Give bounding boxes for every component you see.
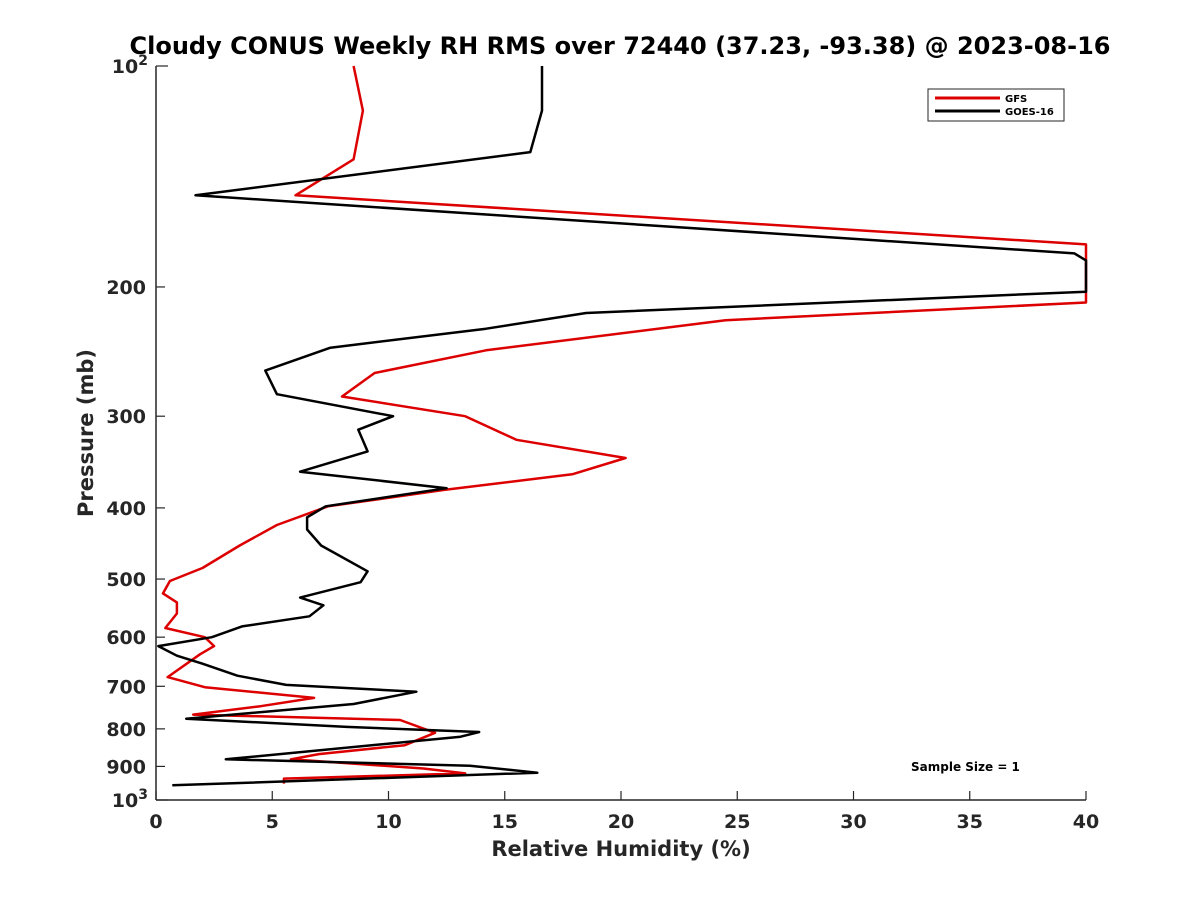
x-tick-label: 35 bbox=[957, 811, 983, 833]
legend: GFS GOES-16 bbox=[927, 88, 1065, 122]
x-tick-label: 5 bbox=[266, 811, 279, 833]
y-tick-label: 400 bbox=[106, 498, 146, 520]
y-tick-label: 700 bbox=[106, 676, 146, 698]
legend-box bbox=[927, 88, 1065, 122]
x-tick-label: 25 bbox=[724, 811, 750, 833]
y-edge-label: 103 bbox=[112, 787, 148, 812]
series-line-goes-16 bbox=[157, 66, 1088, 787]
sample-size-annotation: Sample Size = 1 bbox=[911, 760, 1020, 774]
legend-label-gfs: GFS bbox=[1005, 94, 1027, 105]
y-tick-label: 300 bbox=[106, 406, 146, 428]
x-tick-label: 10 bbox=[375, 811, 401, 833]
x-tick-label: 15 bbox=[492, 811, 518, 833]
y-edge-label: 102 bbox=[112, 53, 148, 78]
y-axis-label: Pressure (mb) bbox=[74, 349, 98, 517]
x-axis-label: Relative Humidity (%) bbox=[491, 837, 750, 861]
x-tick-label: 0 bbox=[149, 811, 162, 833]
legend-label-goes-16: GOES-16 bbox=[1005, 107, 1054, 118]
y-tick-label: 900 bbox=[106, 756, 146, 778]
series-line-gfs bbox=[161, 65, 1088, 784]
y-tick-label: 500 bbox=[106, 569, 146, 591]
y-axis-ticks: 200 300 400 500 600 700 800 900 102 103 bbox=[106, 53, 168, 812]
x-tick-label: 20 bbox=[608, 811, 634, 833]
y-tick-label: 600 bbox=[106, 627, 146, 649]
x-axis-ticks: 0 5 10 15 20 25 30 35 40 bbox=[149, 791, 1099, 833]
y-tick-label: 200 bbox=[106, 277, 146, 299]
chart-title: Cloudy CONUS Weekly RH RMS over 72440 (3… bbox=[130, 32, 1111, 60]
x-tick-label: 40 bbox=[1073, 811, 1099, 833]
x-tick-label: 30 bbox=[840, 811, 866, 833]
y-tick-label: 800 bbox=[106, 719, 146, 741]
series-layer bbox=[157, 65, 1088, 787]
